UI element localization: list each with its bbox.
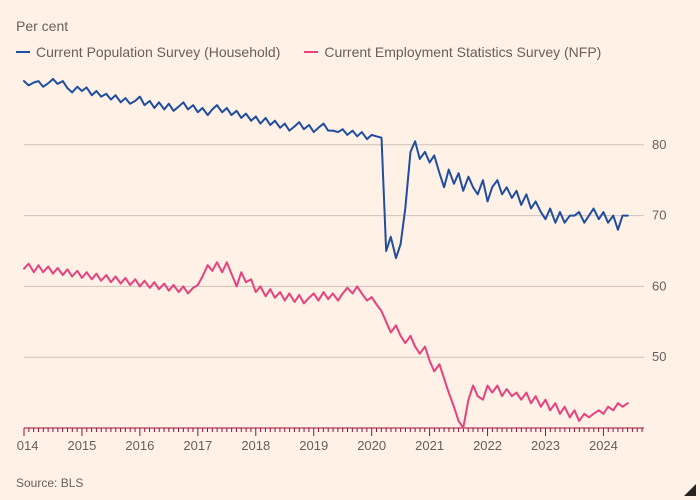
svg-text:2022: 2022 xyxy=(473,438,502,453)
legend-label-ces: Current Employment Statistics Survey (NF… xyxy=(324,44,601,60)
svg-text:70: 70 xyxy=(652,208,666,223)
svg-text:50: 50 xyxy=(652,349,666,364)
legend-item-ces: Current Employment Statistics Survey (NF… xyxy=(304,44,601,60)
svg-text:2016: 2016 xyxy=(125,438,154,453)
svg-text:2020: 2020 xyxy=(357,438,386,453)
svg-text:2017: 2017 xyxy=(183,438,212,453)
y-axis-label: Per cent xyxy=(16,18,684,34)
svg-text:80: 80 xyxy=(652,137,666,152)
resize-corner-icon xyxy=(684,484,696,496)
source-label: Source: BLS xyxy=(16,476,83,490)
svg-text:2023: 2023 xyxy=(531,438,560,453)
legend-marker-ces xyxy=(304,51,318,53)
legend-marker-cps xyxy=(16,51,30,53)
legend: Current Population Survey (Household) Cu… xyxy=(16,44,684,60)
svg-text:2018: 2018 xyxy=(241,438,270,453)
svg-text:2024: 2024 xyxy=(589,438,618,453)
plot-area: 50 60 70 80 2014 2015 2016 2017 2018 2019 2020 2021… xyxy=(16,68,684,460)
svg-text:2015: 2015 xyxy=(67,438,96,453)
series-line-ces xyxy=(24,262,628,428)
svg-text:2021: 2021 xyxy=(415,438,444,453)
series-line-cps xyxy=(24,79,628,258)
svg-text:2014: 2014 xyxy=(16,438,38,453)
chart-container: Per cent Current Population Survey (Hous… xyxy=(0,0,700,500)
legend-label-cps: Current Population Survey (Household) xyxy=(36,44,280,60)
legend-item-cps: Current Population Survey (Household) xyxy=(16,44,280,60)
svg-text:2019: 2019 xyxy=(299,438,328,453)
svg-text:60: 60 xyxy=(652,278,666,293)
